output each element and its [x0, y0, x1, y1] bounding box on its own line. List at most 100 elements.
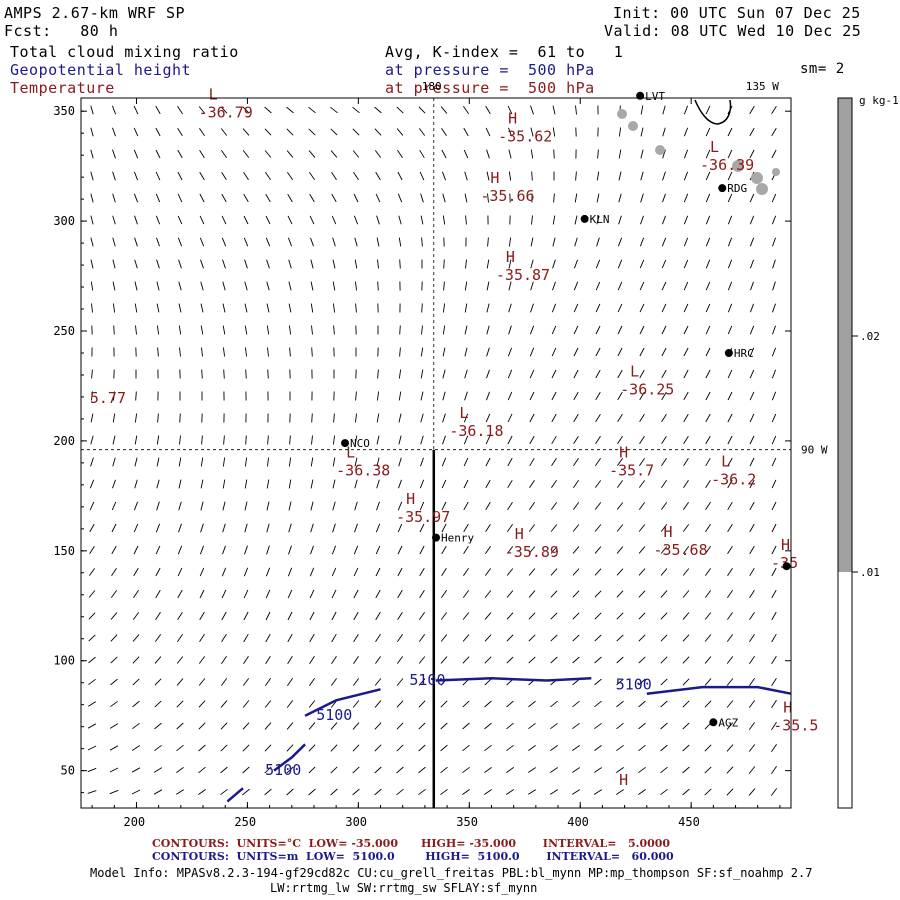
- wind-barb: [661, 391, 667, 401]
- wind-barb: [704, 766, 712, 774]
- wind-barb: [772, 259, 776, 269]
- wind-barb: [749, 435, 755, 445]
- wind-barb: [109, 789, 119, 795]
- wind-barb: [551, 435, 557, 445]
- wind-barb: [353, 215, 359, 225]
- wind-barb: [133, 567, 139, 577]
- wind-barb: [661, 435, 667, 445]
- wind-barb: [551, 480, 557, 488]
- wind-barb: [308, 766, 316, 774]
- wind-barb: [200, 457, 204, 467]
- wind-barb: [530, 105, 534, 115]
- wind-barb: [772, 237, 776, 247]
- cloud-patch: [756, 183, 768, 195]
- wind-barb: [638, 744, 646, 752]
- wind-barb: [638, 568, 646, 576]
- wind-barb: [222, 303, 226, 313]
- wind-barb: [705, 325, 711, 335]
- wind-barb: [134, 303, 138, 313]
- wind-barb: [330, 744, 338, 752]
- wind-barb: [199, 128, 205, 136]
- field-height-label: Geopotential height: [10, 61, 192, 79]
- wind-barb: [682, 766, 690, 774]
- wind-barb: [133, 545, 139, 555]
- temperature-center-type: L: [346, 444, 355, 462]
- forecast-hour: Fcst: 80 h: [4, 22, 119, 40]
- wind-barb: [771, 633, 777, 643]
- wind-barb: [288, 545, 292, 555]
- wind-barb: [177, 237, 183, 247]
- wind-barb: [508, 259, 512, 269]
- height-contour-label: 5100: [265, 761, 301, 779]
- wind-barb: [683, 171, 689, 181]
- wind-barb: [682, 700, 690, 708]
- wind-barb: [90, 413, 94, 423]
- wind-barb: [726, 744, 734, 752]
- wind-barb: [286, 766, 294, 774]
- wind-barb: [463, 127, 469, 137]
- wind-barb: [594, 656, 602, 664]
- meridian-label: 135 W: [746, 80, 779, 93]
- wind-barb: [266, 325, 270, 335]
- colorbar-frame: [837, 97, 853, 809]
- wind-barb: [529, 457, 535, 467]
- wind-barb: [705, 281, 711, 291]
- wind-barb: [595, 391, 601, 401]
- wind-barb: [90, 281, 94, 291]
- wind-barb: [771, 611, 777, 621]
- temperature-center-type: H: [506, 248, 515, 266]
- wind-barb: [616, 678, 624, 686]
- wind-barb: [154, 656, 162, 664]
- wind-barb: [309, 215, 315, 225]
- wind-barb: [727, 193, 733, 203]
- wind-barb: [660, 634, 668, 642]
- wind-barb: [199, 567, 205, 577]
- wind-barb: [198, 678, 206, 686]
- wind-barb: [156, 325, 160, 335]
- wind-barb: [705, 105, 711, 115]
- wind-barb: [660, 766, 668, 774]
- wind-barb: [264, 788, 272, 796]
- wind-barb: [442, 193, 446, 203]
- wind-barb: [375, 193, 381, 203]
- wind-barb: [286, 722, 294, 730]
- wind-barb: [288, 501, 292, 511]
- wind-barb: [135, 391, 137, 401]
- wind-barb: [331, 172, 337, 180]
- wind-barb: [749, 215, 755, 225]
- wind-barb: [110, 612, 118, 620]
- wind-barb: [727, 612, 733, 620]
- wind-barb: [133, 193, 139, 203]
- wind-barb: [88, 568, 96, 576]
- wind-barb: [200, 523, 204, 533]
- wind-barb: [154, 722, 162, 730]
- wind-barb: [486, 149, 490, 159]
- wind-barb: [682, 634, 690, 642]
- wind-barb: [221, 237, 227, 247]
- wind-barb: [682, 678, 690, 686]
- wind-barb: [222, 545, 226, 555]
- wind-barb: [441, 479, 447, 489]
- wind-barb: [420, 215, 424, 225]
- wind-barb: [420, 457, 424, 467]
- wind-barb: [485, 546, 491, 554]
- wind-barb: [506, 634, 514, 642]
- wind-barb: [200, 479, 204, 489]
- wind-barb: [726, 788, 734, 796]
- wind-barb: [155, 105, 161, 115]
- wind-barb: [242, 106, 250, 114]
- wind-barb: [771, 193, 777, 203]
- wind-barb: [156, 435, 160, 445]
- wind-barb: [308, 150, 316, 158]
- wind-barb: [574, 215, 578, 225]
- wind-barb: [727, 391, 733, 401]
- wind-barb: [242, 678, 250, 686]
- wind-barb: [726, 656, 734, 664]
- wind-barb: [265, 655, 271, 665]
- wind-barb: [91, 369, 93, 379]
- wind-barb: [462, 722, 470, 730]
- wind-barb: [419, 612, 425, 620]
- wind-barb: [156, 237, 160, 247]
- wind-barb: [155, 612, 161, 620]
- wind-barb: [550, 568, 558, 576]
